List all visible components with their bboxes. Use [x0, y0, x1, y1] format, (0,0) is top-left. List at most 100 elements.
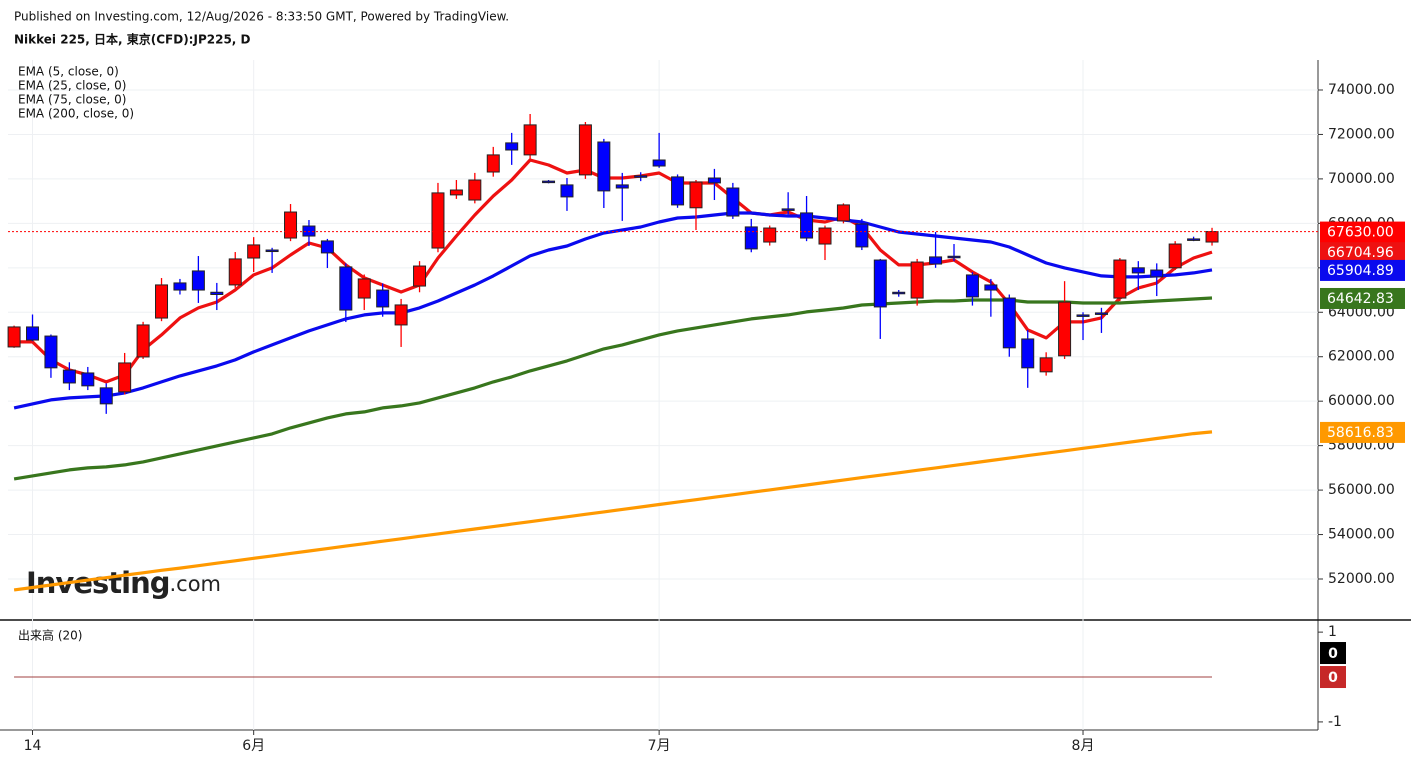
- candle-body: [1187, 238, 1201, 241]
- candle-body: [560, 184, 574, 198]
- candle-body: [265, 249, 279, 253]
- candle-body: [910, 261, 924, 299]
- last-value-box: [1320, 242, 1405, 264]
- candle-body: [1168, 243, 1182, 269]
- y-tick-label: 72000.00: [1328, 126, 1395, 142]
- logo-suffix: .com: [169, 572, 221, 596]
- chart-title: Nikkei 225, 日本, 東京(CFD):JP225, D: [14, 32, 251, 47]
- x-tick-label: 8月: [1072, 738, 1095, 754]
- candle-body: [7, 326, 21, 348]
- candle-body: [1002, 297, 1016, 349]
- candle-body: [947, 255, 961, 259]
- x-tick-label: 7月: [648, 738, 671, 754]
- ema-line: [13, 430, 1213, 592]
- candle-body: [81, 372, 95, 387]
- candle-body: [965, 274, 979, 298]
- volume-title: 出来高 (20): [18, 628, 82, 643]
- candle-body: [671, 176, 685, 206]
- last-value-label: 65904.89: [1327, 263, 1394, 279]
- candle-body: [155, 284, 169, 319]
- y-tick-label: 62000.00: [1328, 349, 1395, 365]
- y-tick-label: 54000.00: [1328, 527, 1395, 543]
- last-value-box: [1320, 666, 1346, 689]
- candle-body: [173, 282, 187, 291]
- legend-entry: EMA (200, close, 0): [18, 107, 134, 121]
- candle-body: [1039, 357, 1053, 373]
- candle-body: [892, 291, 906, 295]
- candle-body: [486, 154, 500, 173]
- candle-body: [652, 159, 666, 167]
- y-tick-label: 74000.00: [1328, 82, 1395, 98]
- last-value-box: [1320, 642, 1346, 665]
- candle-body: [1058, 301, 1072, 357]
- candle-body: [984, 284, 998, 291]
- last-value-label: 66704.96: [1327, 245, 1394, 261]
- candle-body: [744, 226, 758, 250]
- candle-body: [413, 265, 427, 287]
- candle-body: [44, 335, 58, 369]
- last-value-label: 0: [1328, 670, 1338, 686]
- candle-body: [836, 204, 850, 222]
- candle-body: [118, 362, 132, 393]
- candle-body: [542, 180, 556, 184]
- candle-body: [99, 387, 113, 405]
- candle-body: [1205, 231, 1219, 243]
- candle-body: [62, 369, 76, 384]
- candle-body: [597, 141, 611, 192]
- candle-body: [339, 266, 353, 311]
- candle-body: [615, 184, 629, 189]
- candle-body: [578, 124, 592, 176]
- candle-body: [763, 227, 777, 243]
- candle-body: [873, 259, 887, 308]
- candle-body: [136, 324, 150, 358]
- candle-body: [1094, 312, 1108, 315]
- candle-body: [689, 181, 703, 209]
- candle-body: [800, 212, 814, 239]
- candle-body: [247, 244, 261, 259]
- legend-entry: EMA (75, close, 0): [18, 93, 126, 107]
- candle-body: [1131, 267, 1145, 274]
- candle-body: [210, 291, 224, 295]
- last-value-label: 67630.00: [1327, 225, 1394, 241]
- candle-body: [855, 223, 869, 248]
- last-value-label: 64642.83: [1327, 291, 1394, 307]
- candle-body: [284, 211, 298, 239]
- candle-body: [707, 177, 721, 184]
- candle-body: [468, 179, 482, 201]
- candle-body: [26, 326, 40, 341]
- candle-body: [929, 256, 943, 265]
- y-tick-label: 1: [1328, 624, 1337, 640]
- x-tick-label: 14: [24, 738, 42, 754]
- y-tick-label: -1: [1328, 714, 1342, 730]
- last-value-box: [1320, 259, 1405, 281]
- last-value-box: [1320, 421, 1405, 443]
- candle-body: [320, 240, 334, 254]
- candle-body: [1150, 269, 1164, 278]
- candle-body: [726, 187, 740, 217]
- candle-body: [449, 189, 463, 196]
- candle-body: [818, 227, 832, 245]
- candle-body: [357, 278, 371, 299]
- candle-body: [1021, 338, 1035, 369]
- candle-body: [505, 142, 519, 151]
- y-tick-label: 56000.00: [1328, 482, 1395, 498]
- candle-body: [376, 289, 390, 308]
- x-tick-label: 6月: [242, 738, 265, 754]
- candle-body: [431, 192, 445, 249]
- legend-entry: EMA (25, close, 0): [18, 79, 126, 93]
- last-value-label: 0: [1328, 646, 1338, 662]
- last-value-box: [1320, 221, 1405, 243]
- y-tick-label: 60000.00: [1328, 393, 1395, 409]
- candle-body: [1113, 259, 1127, 299]
- legend-entry: EMA (5, close, 0): [18, 65, 119, 79]
- candle-body: [191, 270, 205, 291]
- last-value-label: 58616.83: [1327, 425, 1394, 441]
- candle-body: [523, 124, 537, 156]
- y-tick-label: 52000.00: [1328, 571, 1395, 587]
- y-tick-label: 70000.00: [1328, 171, 1395, 187]
- candle-body: [302, 225, 316, 237]
- candle-body: [228, 258, 242, 286]
